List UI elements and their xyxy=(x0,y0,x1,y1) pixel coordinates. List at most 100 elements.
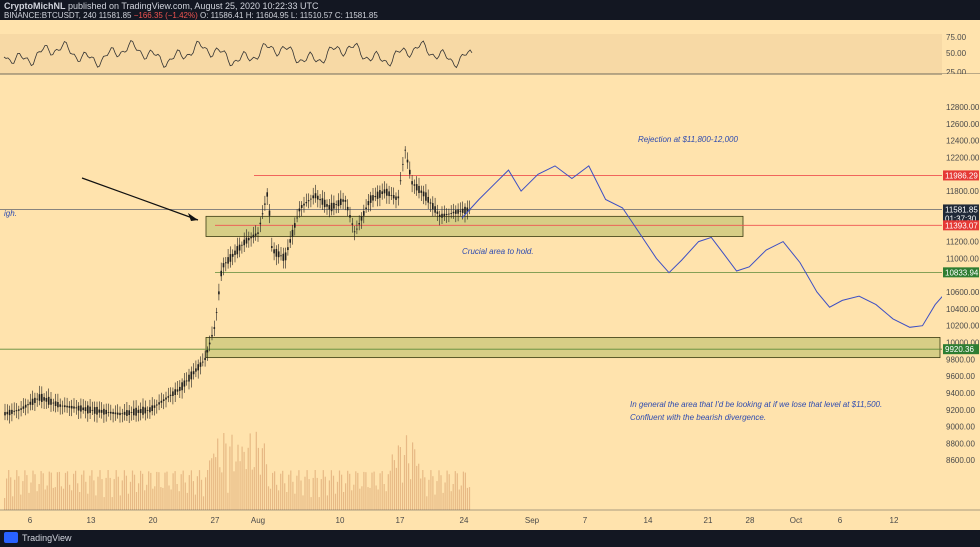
candle-body xyxy=(103,408,105,415)
candle-body xyxy=(105,409,107,415)
candle-body xyxy=(344,199,347,202)
candle-body xyxy=(31,398,34,405)
volume-bar xyxy=(109,477,111,510)
volume-bar xyxy=(399,447,401,510)
volume-bar xyxy=(227,492,229,510)
volume-bar xyxy=(391,454,393,510)
volume-bar xyxy=(306,470,308,510)
volume-bar xyxy=(468,487,471,510)
candle-body xyxy=(34,397,36,403)
volume-bar xyxy=(34,474,36,510)
volume-bar xyxy=(219,467,221,510)
volume-bar xyxy=(414,449,416,510)
candle-body xyxy=(225,262,227,264)
candle-body xyxy=(45,397,48,402)
volume-bar xyxy=(385,491,387,510)
candle-body xyxy=(227,257,229,264)
volume-bar xyxy=(209,460,211,510)
volume-bar xyxy=(278,490,280,510)
rsi-tick: 75.00 xyxy=(946,33,967,42)
candle-body xyxy=(215,312,218,313)
price-chart[interactable]: 75.00 50.00 25.00 Rejection at $11,800-12,… xyxy=(0,20,980,530)
volume-bar xyxy=(105,477,107,510)
price-tick-label: 9000.00 xyxy=(946,423,975,432)
volume-bar xyxy=(71,490,73,510)
volume-bar xyxy=(103,497,105,510)
author-name[interactable]: CryptoMichNL xyxy=(4,1,66,11)
volume-bar xyxy=(164,472,166,510)
volume-bar xyxy=(401,482,404,510)
volume-bar xyxy=(464,472,466,510)
price-tag-bg xyxy=(943,170,979,181)
candle-body xyxy=(335,204,337,205)
volume-bar xyxy=(198,470,201,510)
volume-bar xyxy=(50,472,52,510)
volume-bar xyxy=(249,433,251,510)
candle-body xyxy=(213,327,216,329)
volume-bar xyxy=(123,470,125,510)
candle-body xyxy=(185,380,188,382)
volume-bar xyxy=(345,483,347,510)
volume-bar xyxy=(117,476,119,510)
candle-body xyxy=(363,211,365,216)
footer-bar: TradingView xyxy=(0,530,980,547)
candle-body xyxy=(208,342,211,345)
volume-bar xyxy=(142,473,144,510)
candle-body xyxy=(236,246,239,255)
candle-body xyxy=(52,402,55,404)
candle-body xyxy=(100,409,103,413)
price-change: −166.35 (−1.42%) xyxy=(133,11,198,20)
candle-body xyxy=(8,409,11,416)
candle-body xyxy=(167,396,170,398)
price-tag-label: 01:37:30 xyxy=(945,214,977,223)
volume-bar xyxy=(158,472,160,510)
time-axis: 6 13 20 27 Aug 10 17 24 Sep 7 14 21 28 Oct 6 12 xyxy=(0,509,980,525)
volume-bar xyxy=(294,493,296,510)
candle-body xyxy=(93,407,96,414)
candle-body xyxy=(116,412,119,415)
candle-body xyxy=(259,222,262,225)
candle-body xyxy=(317,195,319,200)
volume-bar xyxy=(20,494,22,510)
candle-body xyxy=(459,210,462,212)
candle-body xyxy=(257,232,259,234)
volume-bar xyxy=(280,473,282,510)
volume-bar xyxy=(178,491,180,510)
candle-body xyxy=(231,253,234,257)
price-tick-label: 12800.00 xyxy=(946,103,980,112)
price-tick-label: 11000.00 xyxy=(946,254,979,263)
rsi-pane: 75.00 50.00 25.00 xyxy=(0,33,980,77)
candle-body xyxy=(399,180,402,182)
publish-line: CryptoMichNL published on TradingView.co… xyxy=(4,1,319,11)
symbol-label[interactable]: BINANCE:BTCUSDT, 240 xyxy=(4,11,97,20)
candle-body xyxy=(418,185,420,194)
price-tag-bg xyxy=(943,220,979,231)
volume-bar xyxy=(69,484,71,510)
volume-bar xyxy=(160,487,162,510)
candle-body xyxy=(250,236,252,239)
price-tick-label: 9400.00 xyxy=(946,389,975,398)
candle-body xyxy=(98,409,101,413)
candle-body xyxy=(64,405,66,408)
volume-bar xyxy=(186,492,188,510)
volume-bar xyxy=(99,470,101,510)
volume-bar xyxy=(454,471,456,510)
price-tag-bg xyxy=(943,204,979,215)
volume-bar xyxy=(353,484,355,510)
price-tag: 11393.07 xyxy=(943,220,979,231)
volume-bar xyxy=(113,479,115,510)
price-tick-label: 8600.00 xyxy=(946,456,975,465)
brand-logo[interactable]: TradingView xyxy=(4,532,72,543)
candle-body xyxy=(441,213,443,218)
candle-body xyxy=(404,149,406,151)
volume-bar xyxy=(434,494,436,510)
volume-bar xyxy=(330,470,332,510)
volume-bar xyxy=(412,442,414,510)
candle-body xyxy=(356,228,358,230)
price-tick-label: 12200.00 xyxy=(946,153,980,162)
price-tick-label: 10400.00 xyxy=(946,305,980,314)
candle-body xyxy=(54,401,57,407)
candle-body xyxy=(392,195,395,199)
volume-bar xyxy=(146,484,148,510)
candle-body xyxy=(13,410,15,412)
